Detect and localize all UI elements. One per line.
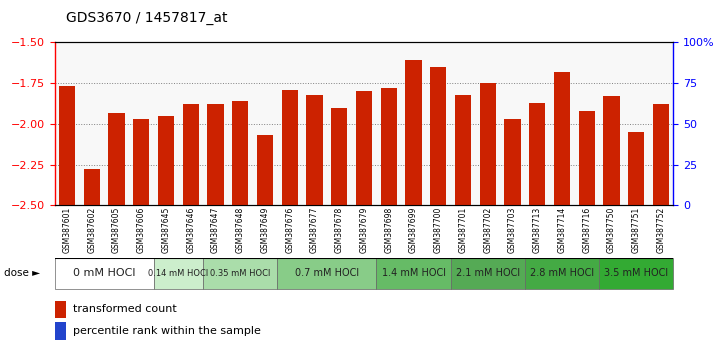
Bar — [282, 90, 298, 205]
Text: 2.8 mM HOCl: 2.8 mM HOCl — [530, 268, 594, 279]
Bar — [628, 132, 644, 205]
Bar — [306, 95, 323, 205]
Bar — [653, 104, 669, 205]
Bar — [405, 61, 422, 205]
Bar — [108, 202, 124, 205]
Bar — [505, 119, 521, 205]
Bar — [158, 202, 174, 205]
Bar — [529, 202, 545, 205]
Bar — [604, 96, 620, 205]
Bar — [154, 258, 203, 289]
Bar — [381, 202, 397, 205]
Bar — [108, 113, 124, 205]
Bar — [554, 197, 570, 205]
Bar — [653, 202, 669, 205]
Bar — [554, 72, 570, 205]
Bar — [331, 202, 347, 205]
Bar — [579, 202, 595, 205]
Text: dose ►: dose ► — [4, 268, 40, 279]
Bar — [183, 104, 199, 205]
Text: 1.4 mM HOCl: 1.4 mM HOCl — [381, 268, 446, 279]
Bar — [480, 83, 496, 205]
Bar — [451, 258, 525, 289]
Bar — [55, 301, 66, 318]
Bar — [381, 88, 397, 205]
Bar — [84, 170, 100, 205]
Bar — [430, 197, 446, 205]
Bar — [158, 116, 174, 205]
Bar — [356, 197, 372, 205]
Bar — [579, 111, 595, 205]
Bar — [257, 135, 273, 205]
Bar — [529, 103, 545, 205]
Bar — [207, 104, 223, 205]
Text: 3.5 mM HOCl: 3.5 mM HOCl — [604, 268, 668, 279]
Bar — [356, 91, 372, 205]
Bar — [59, 86, 75, 205]
Bar — [55, 322, 66, 340]
Bar — [306, 202, 323, 205]
Bar — [505, 202, 521, 205]
Text: percentile rank within the sample: percentile rank within the sample — [73, 326, 261, 336]
Bar — [133, 119, 149, 205]
Bar — [376, 258, 451, 289]
Bar — [207, 202, 223, 205]
Text: 0.7 mM HOCl: 0.7 mM HOCl — [295, 268, 359, 279]
Bar — [232, 202, 248, 205]
Bar — [232, 101, 248, 205]
Bar — [604, 197, 620, 205]
Text: 0 mM HOCl: 0 mM HOCl — [73, 268, 135, 279]
Text: 0.35 mM HOCl: 0.35 mM HOCl — [210, 269, 270, 278]
Bar — [55, 258, 154, 289]
Text: 2.1 mM HOCl: 2.1 mM HOCl — [456, 268, 520, 279]
Bar — [282, 197, 298, 205]
Bar — [203, 258, 277, 289]
Bar — [405, 197, 422, 205]
Bar — [331, 108, 347, 205]
Bar — [84, 202, 100, 205]
Bar — [455, 197, 471, 205]
Bar — [257, 202, 273, 205]
Bar — [455, 95, 471, 205]
Bar — [628, 202, 644, 205]
Bar — [59, 202, 75, 205]
Text: GDS3670 / 1457817_at: GDS3670 / 1457817_at — [66, 11, 227, 25]
Bar — [430, 67, 446, 205]
Text: transformed count: transformed count — [73, 304, 177, 314]
Bar — [599, 258, 673, 289]
Bar — [277, 258, 376, 289]
Bar — [133, 202, 149, 205]
Bar — [525, 258, 599, 289]
Bar — [480, 197, 496, 205]
Bar — [183, 202, 199, 205]
Text: 0.14 mM HOCl: 0.14 mM HOCl — [149, 269, 208, 278]
